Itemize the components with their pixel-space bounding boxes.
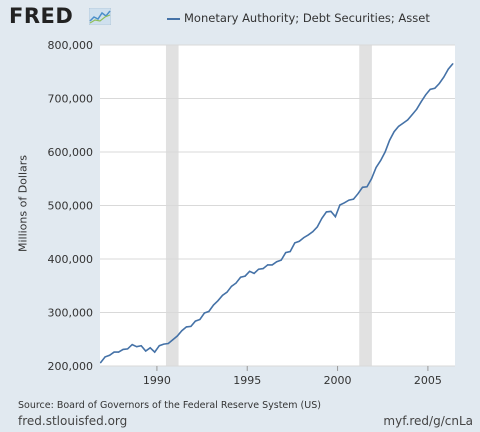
data-point: [226, 291, 228, 293]
data-point: [253, 272, 255, 275]
data-point: [262, 268, 264, 270]
data-point: [434, 87, 436, 89]
data-point: [357, 193, 359, 195]
data-point: [176, 335, 178, 337]
data-point: [416, 108, 418, 110]
data-point: [384, 151, 386, 153]
legend-series-swatch: [167, 18, 180, 20]
data-point: [131, 344, 133, 346]
data-point: [267, 264, 269, 266]
data-point: [221, 294, 224, 296]
data-point: [407, 119, 409, 121]
site-link[interactable]: fred.stlouisfed.org: [18, 414, 128, 428]
data-point: [239, 276, 242, 278]
data-point: [136, 346, 138, 348]
y-axis-label: Millions of Dollars: [16, 154, 30, 253]
data-point: [276, 261, 278, 263]
data-point: [348, 199, 350, 201]
data-point: [402, 122, 404, 124]
data-point: [361, 186, 364, 188]
data-point: [289, 250, 291, 253]
data-point: [154, 351, 156, 353]
data-point: [271, 264, 273, 266]
data-point: [447, 68, 449, 70]
data-point: [149, 347, 151, 349]
data-point: [127, 348, 129, 350]
y-tick-label: 600,000: [48, 146, 94, 159]
y-tick-label: 700,000: [48, 93, 94, 106]
data-point: [190, 325, 192, 328]
data-point: [244, 275, 246, 277]
fred-logo: FRED: [9, 4, 74, 28]
data-point: [316, 226, 318, 228]
data-point: [334, 216, 337, 218]
data-point: [118, 351, 120, 353]
data-point: [199, 318, 201, 321]
data-point: [181, 330, 183, 332]
data-point: [312, 231, 314, 233]
data-point: [217, 300, 219, 302]
data-point: [298, 240, 300, 242]
fred-graph-icon: [89, 8, 111, 25]
data-point: [248, 270, 251, 272]
data-point: [158, 345, 160, 347]
data-point: [258, 268, 260, 270]
data-point: [203, 312, 206, 314]
y-tick-label: 200,000: [48, 360, 94, 373]
data-point: [330, 210, 332, 212]
x-tick-label: 2005: [414, 374, 442, 387]
y-tick-label: 300,000: [48, 307, 94, 320]
data-point: [366, 186, 368, 188]
data-point: [352, 198, 355, 200]
data-point: [379, 159, 382, 162]
data-point: [429, 88, 431, 91]
data-point: [140, 345, 142, 347]
data-point: [145, 350, 147, 352]
data-point: [212, 304, 215, 306]
data-point: [307, 234, 309, 236]
data-point: [443, 76, 445, 78]
data-point: [339, 204, 341, 206]
data-point: [398, 125, 400, 127]
data-point: [235, 282, 237, 284]
x-tick-label: 1995: [233, 374, 261, 387]
data-point: [208, 310, 210, 313]
data-point: [280, 259, 282, 261]
data-point: [285, 251, 287, 254]
x-tick-label: 2000: [324, 374, 352, 387]
data-point: [167, 342, 169, 345]
data-point: [321, 217, 323, 219]
source-note: Source: Board of Governors of the Federa…: [18, 400, 321, 411]
data-point: [163, 343, 165, 345]
short-link[interactable]: myf.red/g/cnLa: [383, 414, 473, 428]
data-point: [411, 113, 413, 116]
data-point: [389, 139, 391, 141]
data-point: [420, 101, 422, 103]
x-tick-label: 1990: [143, 374, 171, 387]
y-tick-label: 500,000: [48, 200, 94, 213]
y-tick-label: 800,000: [48, 39, 94, 52]
data-point: [303, 237, 305, 239]
data-point: [452, 63, 454, 65]
legend-series-label: Monetary Authority; Debt Securities; Ass…: [184, 11, 430, 25]
y-tick-label: 400,000: [48, 253, 94, 266]
data-point: [438, 82, 440, 85]
data-point: [113, 351, 115, 353]
data-point: [230, 285, 233, 287]
data-point: [104, 356, 106, 358]
data-point: [393, 131, 395, 133]
data-point: [194, 320, 196, 322]
data-point: [375, 166, 377, 169]
data-point: [185, 326, 187, 328]
data-point: [325, 211, 327, 213]
data-point: [343, 202, 346, 204]
data-point: [99, 362, 102, 364]
data-point: [425, 94, 427, 96]
data-point: [108, 354, 111, 356]
data-point: [294, 242, 296, 244]
data-point: [172, 339, 174, 341]
data-point: [122, 348, 124, 351]
data-point: [370, 178, 373, 180]
